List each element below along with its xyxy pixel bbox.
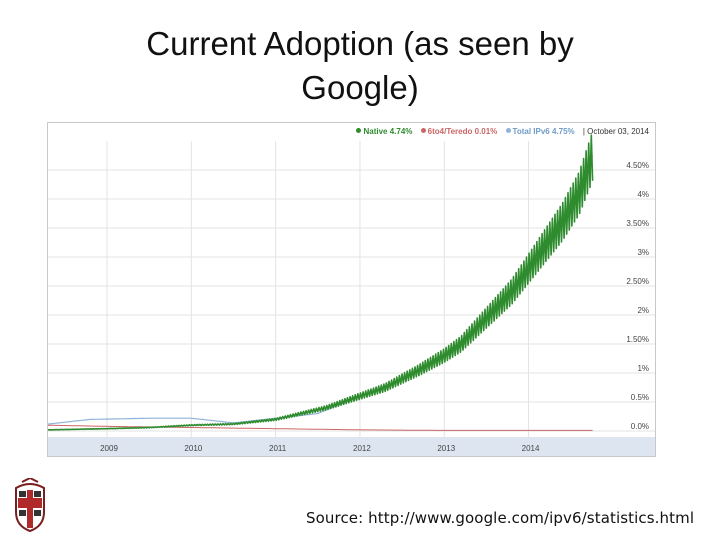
chart-legend: Native 4.74% 6to4/Teredo 0.01% Total IPv…: [350, 127, 649, 136]
x-tick-label: 2013: [437, 444, 455, 453]
x-axis-band: [48, 437, 655, 456]
slide-title: Current Adoption (as seen by Google): [60, 22, 660, 110]
y-tick-label: 1.50%: [626, 335, 649, 344]
slide-title-line2: Google): [301, 69, 419, 106]
x-tick-label: 2012: [353, 444, 371, 453]
legend-teredo: 6to4/Teredo 0.01%: [420, 127, 498, 136]
y-tick-label: 4.50%: [626, 161, 649, 170]
y-tick-label: 2.50%: [626, 277, 649, 286]
x-tick-label: 2009: [100, 444, 118, 453]
y-tick-label: 1%: [637, 364, 649, 373]
x-tick-label: 2010: [184, 444, 202, 453]
y-tick-label: 3%: [637, 248, 649, 257]
legend-total-swatch: [505, 128, 511, 133]
y-tick-label: 3.50%: [626, 219, 649, 228]
legend-total: Total IPv6 4.75%: [505, 127, 575, 136]
y-tick-label: 0.0%: [631, 422, 649, 431]
source-citation: Source: http://www.google.com/ipv6/stati…: [306, 509, 695, 527]
series-line-native: [48, 134, 594, 431]
chart-frame: 0.0% 0.5% 1% 1.50% 2% 2.50% 3% 3.50% 4% 4.50% 2009…: [47, 122, 656, 457]
slide-title-line1: Current Adoption (as seen by: [146, 25, 574, 62]
adoption-chart: 0.0% 0.5% 1% 1.50% 2% 2.50% 3% 3.50% 4% 4.50% 2009…: [48, 134, 655, 456]
legend-total-label: Total IPv6 4.75%: [512, 127, 575, 136]
legend-teredo-swatch: [420, 128, 426, 133]
legend-date: | October 03, 2014: [582, 127, 649, 136]
x-tick-label: 2011: [269, 444, 287, 453]
legend-teredo-label: 6to4/Teredo 0.01%: [427, 127, 498, 136]
shield-icon: [15, 476, 45, 533]
y-tick-label: 4%: [637, 190, 649, 199]
x-tick-label: 2014: [522, 444, 540, 453]
legend-native: Native 4.74%: [356, 127, 412, 136]
y-tick-label: 0.5%: [631, 393, 649, 402]
legend-native-swatch: [356, 128, 362, 133]
university-shield-logo: [12, 476, 48, 533]
series-line-teredo: [48, 424, 593, 431]
y-tick-label: 2%: [637, 306, 649, 315]
legend-native-label: Native 4.74%: [363, 127, 413, 136]
